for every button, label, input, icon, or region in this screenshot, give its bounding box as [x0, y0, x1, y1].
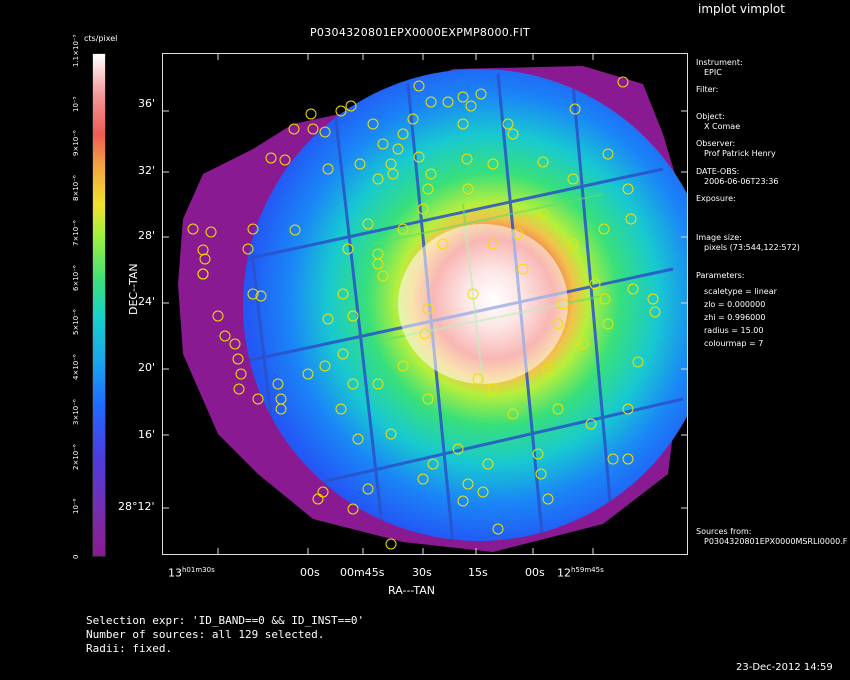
x-tick-label: 15s — [468, 566, 488, 579]
x-tick-main: 12 — [557, 566, 571, 580]
x-tick-label: 00s — [300, 566, 320, 579]
y-tick-label: 20' — [138, 361, 156, 374]
image-size-label: Image size: — [696, 233, 742, 242]
param-line: radius = 15.00 — [704, 326, 764, 335]
instrument-label: Instrument: — [696, 58, 743, 67]
axis-tick-marks — [163, 54, 687, 554]
instrument-value: EPIC — [704, 68, 722, 77]
colorbar-tick-label: 2×10⁻⁶ — [72, 443, 80, 470]
x-tick-label: 12h59m45s — [557, 566, 604, 580]
timestamp: 23-Dec-2012 14:59 — [736, 662, 833, 673]
radii-mode: Radii: fixed. — [86, 642, 173, 655]
param-line: zhi = 0.996000 — [704, 313, 766, 322]
parameters-label: Parameters: — [696, 271, 745, 280]
image-size-value: pixels (73:544,122:572) — [704, 243, 800, 252]
source-markers[interactable] — [187, 76, 661, 550]
object-label: Object: — [696, 112, 725, 121]
image-frame — [162, 53, 688, 555]
exposure-label: Exposure: — [696, 194, 736, 203]
colorbar-tick-label: 8×10⁻⁶ — [72, 175, 80, 202]
colorbar-tick-label: 7×10⁻⁶ — [72, 220, 80, 246]
x-tick-label: 30s — [412, 566, 432, 579]
y-tick-label: 24' — [138, 295, 156, 308]
cluster-core — [398, 224, 568, 384]
colorbar-tick-label: 0 — [72, 554, 80, 559]
date-value: 2006-06-06T23:36 — [704, 177, 779, 186]
observer-label: Observer: — [696, 139, 736, 148]
param-line: colourmap = 7 — [704, 339, 764, 348]
param-line: scaletype = linear — [704, 287, 777, 296]
sources-label: Sources from: — [696, 527, 752, 536]
x-tick-sup: h59m45s — [571, 566, 604, 574]
y-tick-label: 32' — [138, 164, 156, 177]
colorbar-tick-label: 10⁻⁶ — [72, 498, 80, 515]
object-value: X Comae — [704, 122, 741, 131]
observer-value: Prof Patrick Henry — [704, 149, 776, 158]
colorbar-tick-label: 4×10⁻⁶ — [72, 354, 80, 381]
colorbar-tick-label: 3×10⁻⁶ — [72, 399, 80, 425]
x-tick-label: 13h01m30s — [168, 566, 215, 580]
param-line: zlo = 0.000000 — [704, 300, 766, 309]
sources-value: P0304320801EPX0000MSRLI0000.F — [704, 537, 848, 546]
date-label: DATE-OBS: — [696, 167, 740, 176]
colorbar-tick-label: 6×10⁻⁶ — [72, 264, 80, 291]
y-tick-label: 28°12' — [118, 500, 155, 513]
x-tick-label: 00m45s — [340, 566, 385, 579]
x-tick-label: 00s — [525, 566, 545, 579]
y-tick-label: 36' — [138, 97, 156, 110]
plot-title: P0304320801EPX0000EXPMP8000.FIT — [310, 26, 531, 39]
y-tick-label: 28' — [138, 229, 156, 242]
selection-info: Selection expr: 'ID_BAND==0 && ID_INST==… — [86, 614, 364, 656]
colorbar — [92, 53, 106, 557]
selection-expression: Selection expr: 'ID_BAND==0 && ID_INST==… — [86, 614, 365, 627]
source-count: Number of sources: all 129 selected. — [86, 628, 325, 641]
colorbar-tick-label: 1.1×10⁻⁵ — [72, 34, 80, 67]
x-axis-label: RA---TAN — [388, 584, 435, 597]
x-tick-main: 13 — [168, 566, 182, 580]
app-title: implot vimplot — [698, 2, 785, 16]
colorbar-tick-label: 9×10⁻⁶ — [72, 130, 80, 157]
x-tick-sup: h01m30s — [182, 566, 215, 574]
colorbar-tick-label: 10⁻⁵ — [72, 96, 80, 112]
filter-label: Filter: — [696, 85, 719, 94]
colorbar-tick-label: 5×10⁻⁶ — [72, 309, 80, 336]
y-tick-label: 16' — [138, 428, 156, 441]
xray-image[interactable] — [163, 54, 687, 554]
colorbar-unit-label: cts/pixel — [84, 34, 118, 43]
